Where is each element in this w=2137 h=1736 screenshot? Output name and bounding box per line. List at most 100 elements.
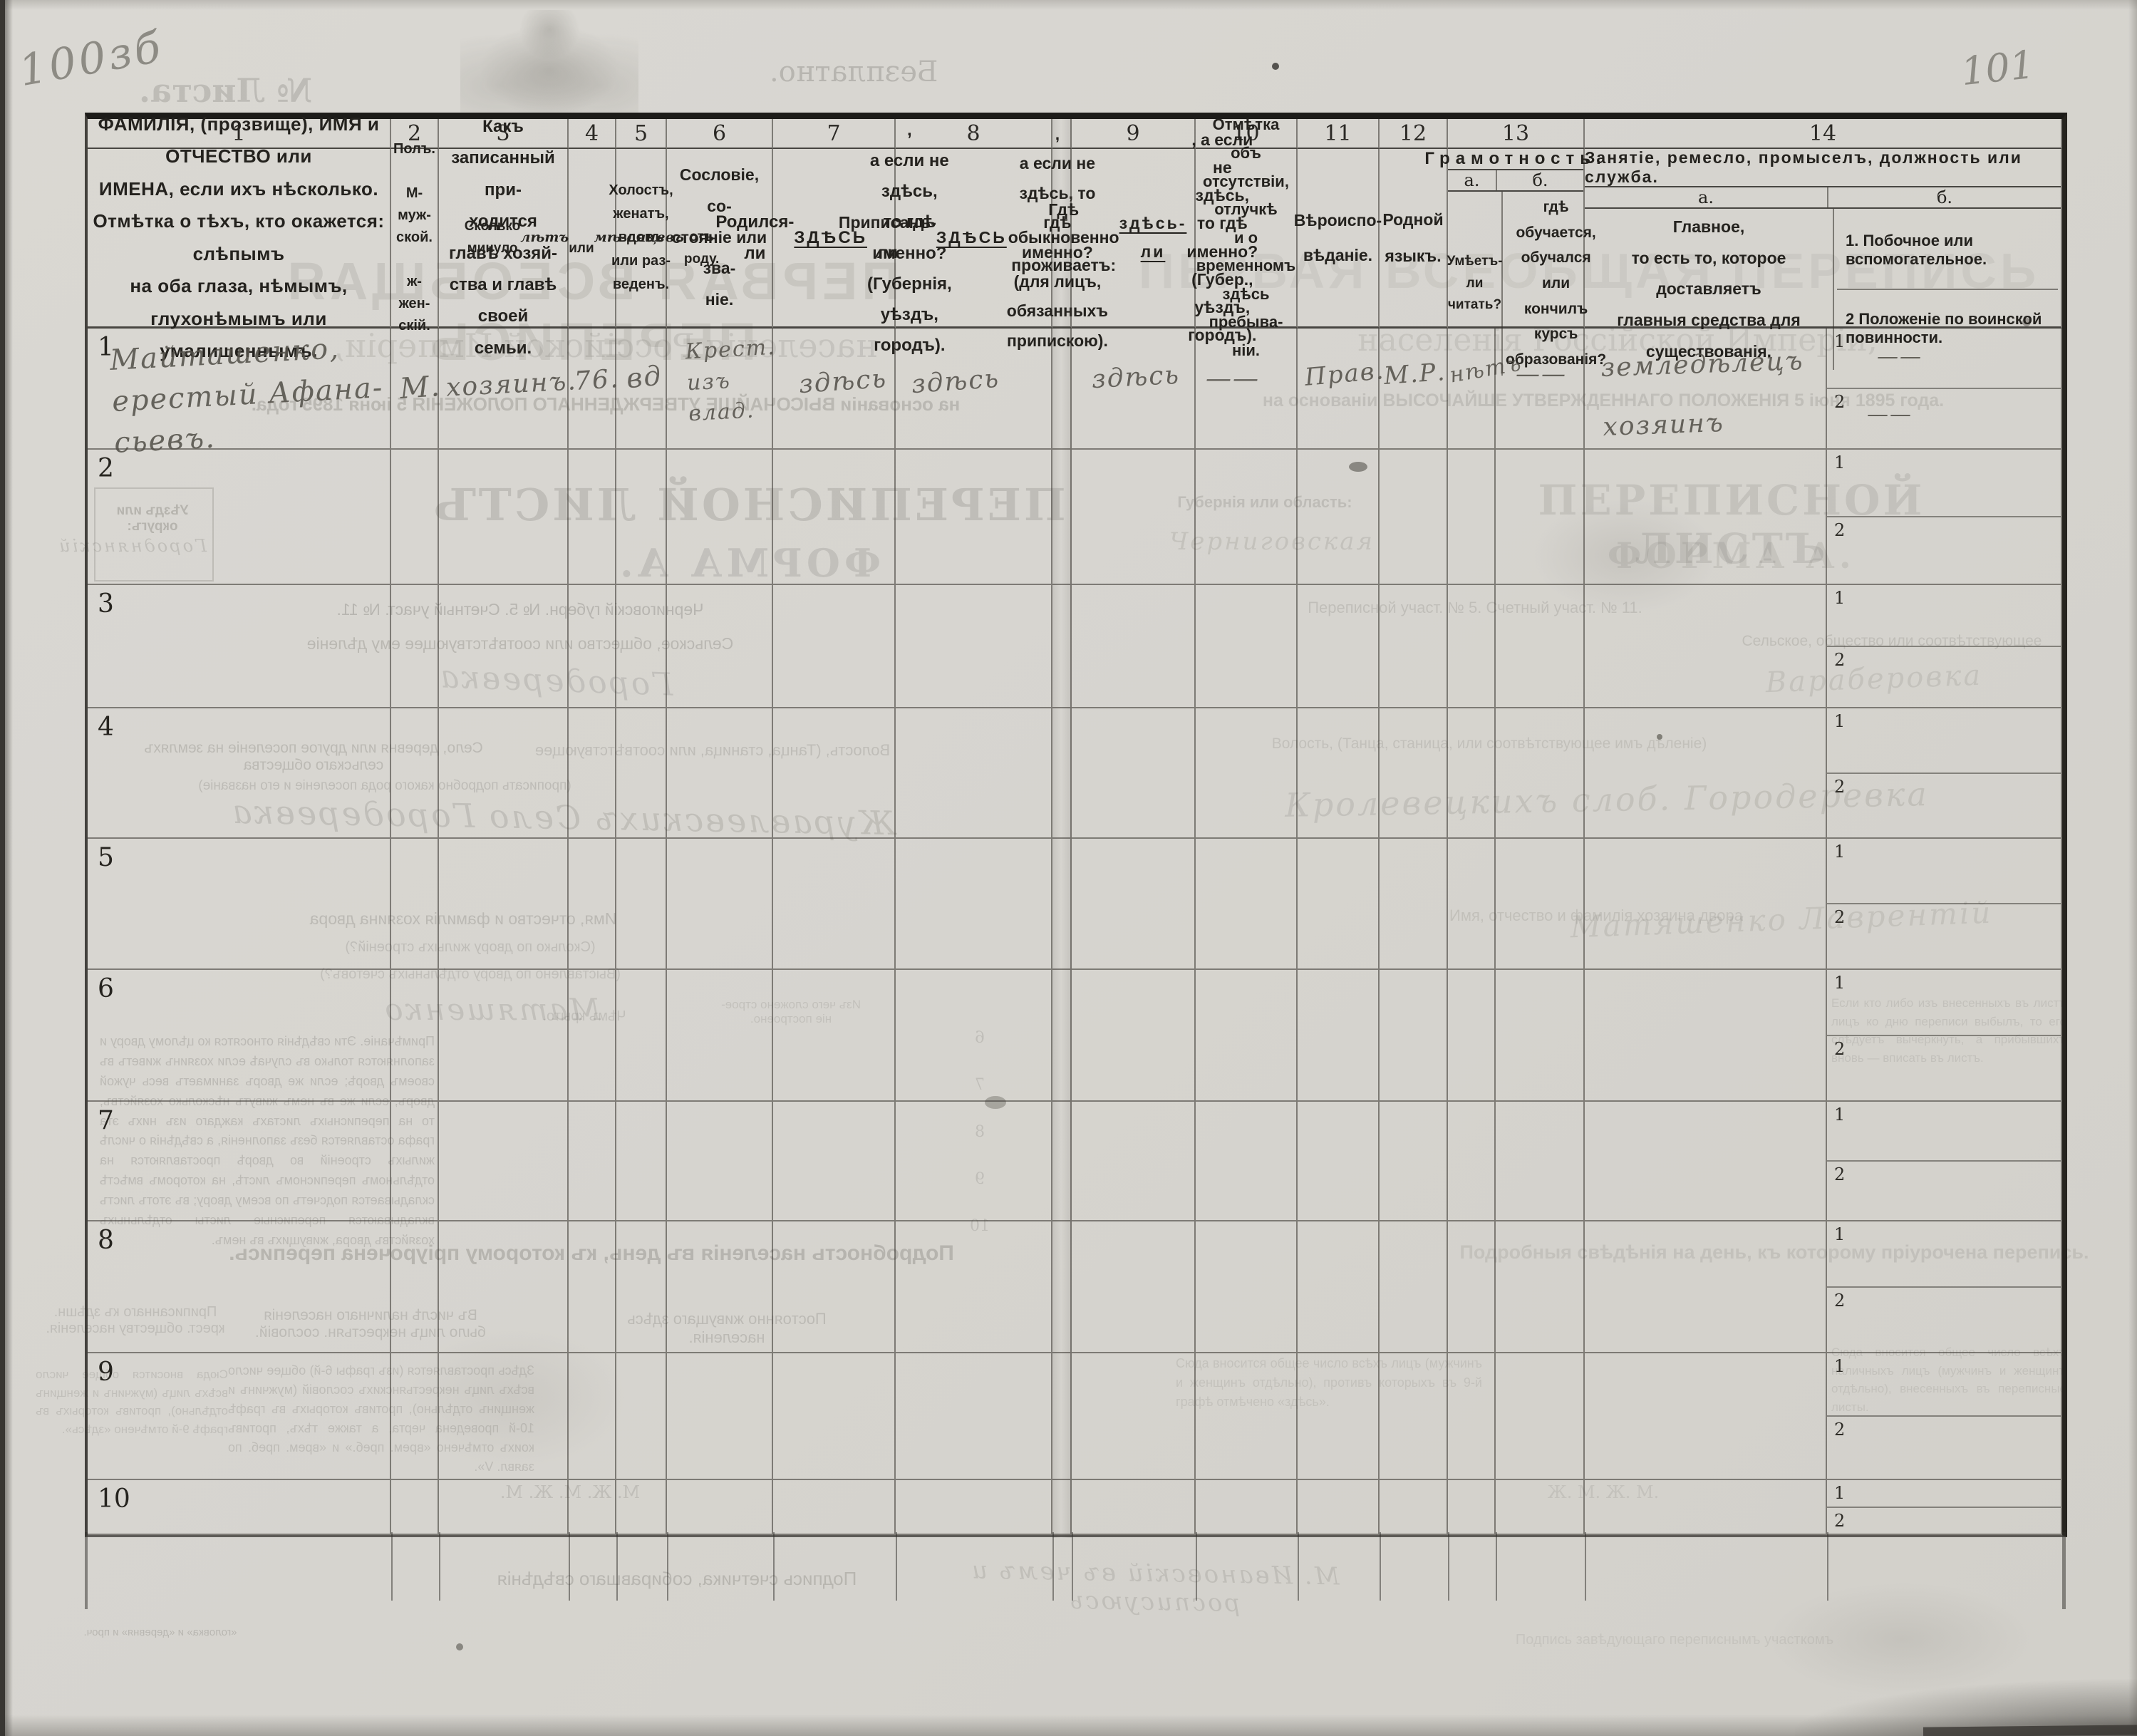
fold-gap — [1052, 149, 1072, 329]
cell-r3-c4 — [569, 585, 616, 708]
cell-r5-c9 — [1072, 839, 1196, 970]
cell-r9-c13a — [1448, 1353, 1496, 1480]
header-c3: Какъ записанный при- ходится главѣ хозяй… — [439, 117, 569, 358]
cell-r10-c13b — [1496, 1480, 1585, 1535]
column-rule-stub — [1585, 1532, 1586, 1601]
cell-r9-c3 — [439, 1353, 569, 1480]
header-c6: Сословіе, со- стояніе или зва- ніе. — [667, 149, 773, 329]
handwritten-entry: —— — [1516, 360, 1567, 388]
scan-edge-bottom — [0, 1715, 2137, 1736]
cell-r7-c12 — [1380, 1102, 1448, 1221]
cell-r5-c7 — [773, 839, 896, 970]
cell-r10-c3 — [439, 1480, 569, 1535]
cell-r9-c7 — [773, 1353, 896, 1480]
column-rule-stub — [1496, 1532, 1497, 1601]
column-rule-stub — [773, 1532, 775, 1601]
cell-r5-c1: 5 — [88, 839, 391, 970]
row-number-3: 3 — [98, 589, 114, 619]
header-c12: Родной языкъ. — [1380, 149, 1448, 329]
cell-r6-c5 — [616, 970, 667, 1102]
cell-r6-c1: 6 — [88, 970, 391, 1102]
cell-r7-c11 — [1298, 1102, 1380, 1221]
sub-row-label-2: 2 — [1834, 1038, 1846, 1059]
cell-r8-c11 — [1298, 1221, 1380, 1353]
column-number-12: 12 — [1380, 119, 1448, 149]
cell-r9-c11 — [1298, 1353, 1380, 1480]
fold-gap — [1052, 1480, 1072, 1535]
cell-r4-c14a — [1585, 708, 1827, 839]
row-number-7: 7 — [98, 1106, 114, 1135]
cell-r1-c13b: —— — [1496, 329, 1585, 450]
handwritten-entry: Прав. — [1303, 356, 1386, 392]
cell-r3-c13a — [1448, 585, 1496, 708]
header-occupation-b1: 1. Побочное или вспомогательное. — [1837, 212, 2058, 291]
scan-corner-shadow — [1795, 1679, 2137, 1736]
row-number-8: 8 — [98, 1226, 114, 1255]
cell-r7-c1: 7 — [88, 1102, 391, 1221]
handwritten-entry: М.Р. — [1382, 358, 1447, 391]
cell-r8-c5 — [616, 1221, 667, 1353]
column-number-10: 10 — [1196, 119, 1298, 149]
column-rule-stub — [1196, 1532, 1197, 1601]
fold-gap — [1052, 1221, 1072, 1353]
cell-r5-c6 — [667, 839, 773, 970]
cell-r5-c14a — [1585, 839, 1827, 970]
cell-r2-c6 — [667, 450, 773, 585]
cell-r3-c12 — [1380, 585, 1448, 708]
cell-r9-c6 — [667, 1353, 773, 1480]
cell-r3-c9 — [1072, 585, 1196, 708]
cell-r5-c3 — [439, 839, 569, 970]
sub-row-label-1: 1 — [1834, 1224, 1846, 1244]
cell-r10-c7 — [773, 1480, 896, 1535]
column-number-4: 4 — [569, 119, 616, 149]
cell-r7-c9 — [1072, 1102, 1196, 1221]
cell-r8-c8 — [896, 1221, 1052, 1353]
cell-r10-c12 — [1380, 1480, 1448, 1535]
header-literacy-a: Умѣетъ- ли читать? — [1447, 192, 1503, 376]
cell-r8-c13b — [1496, 1221, 1585, 1353]
cell-r6-c14a — [1585, 970, 1827, 1102]
cell-r10-c1: 10 — [88, 1480, 391, 1535]
handwritten-entry: —— — [1206, 364, 1260, 393]
cell-r8-c2 — [391, 1221, 439, 1353]
cell-r6-c10 — [1196, 970, 1298, 1102]
header-c1: ФАМИЛІЯ, (прозвище), ИМЯ и ОТЧЕСТВО или … — [88, 113, 391, 361]
column-rule-stub — [1827, 1532, 1828, 1601]
cell-r1-c12: М.Р. — [1380, 329, 1448, 450]
header-literacy-b: гдѣ обучается, обучался или кончилъ курс… — [1506, 199, 1607, 368]
cell-r10-c9 — [1072, 1480, 1196, 1535]
cell-r3-c5 — [616, 585, 667, 708]
cell-r7-c3 — [439, 1102, 569, 1221]
header-literacy-title: Грамотность. — [1424, 149, 1601, 170]
sub-row-label-2: 2 — [1834, 1510, 1846, 1531]
ink-speck — [1272, 63, 1279, 70]
column-number-11: 11 — [1298, 119, 1380, 149]
cell-r7-c7 — [773, 1102, 896, 1221]
sub-row-label-1: 1 — [1834, 1483, 1846, 1503]
scan-edge-left-dark — [0, 0, 5, 1736]
cell-r3-c14a — [1585, 585, 1827, 708]
header-c5: Холостъ, женатъ, вдовъ или раз- веденъ. — [609, 149, 673, 329]
cell-r6-c2 — [391, 970, 439, 1102]
cell-r1-c14a: земледѣлецъ хозяинъ — [1585, 329, 1827, 450]
cell-r9-c13b — [1496, 1353, 1585, 1480]
cell-r9-c8 — [896, 1353, 1052, 1480]
header-occupation-group: Занятіе, ремесло, промыселъ, должность и… — [1585, 148, 2062, 371]
cell-r8-c13a — [1448, 1221, 1496, 1353]
cell-r3-c3 — [439, 585, 569, 708]
cell-r2-c1: 2 — [88, 450, 391, 585]
cell-r1-c8: здѣсь — [896, 329, 1052, 450]
census-table: 1 2 3 4 5 6 7 8 9 10 11 12 13 14 ФАМИЛІЯ, (прозвище), … — [85, 113, 2067, 1537]
cell-r9-c9 — [1072, 1353, 1196, 1480]
sub-row-label-1: 1 — [1834, 711, 1846, 731]
cell-r8-c7 — [773, 1221, 896, 1353]
cell-r3-c8 — [896, 585, 1052, 708]
cell-r6-c12 — [1380, 970, 1448, 1102]
column-number-7: 7 — [773, 119, 896, 149]
cell-r6-c9 — [1072, 970, 1196, 1102]
